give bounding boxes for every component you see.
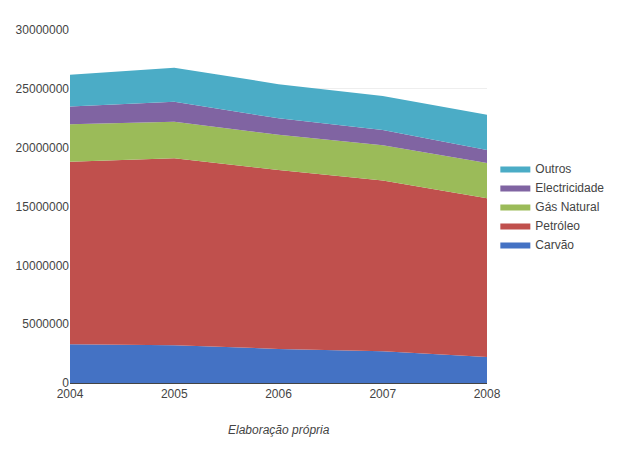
svg-text:Outros: Outros [535, 162, 571, 176]
svg-text:30000000: 30000000 [16, 23, 70, 37]
svg-text:5000000: 5000000 [22, 317, 69, 331]
svg-text:2005: 2005 [161, 387, 188, 401]
svg-text:Elaboração própria: Elaboração própria [228, 423, 330, 437]
svg-text:2006: 2006 [265, 387, 292, 401]
svg-text:Carvão: Carvão [535, 238, 574, 252]
svg-text:2008: 2008 [474, 387, 501, 401]
svg-text:15000000: 15000000 [16, 200, 70, 214]
svg-text:Petróleo: Petróleo [535, 219, 580, 233]
svg-text:20000000: 20000000 [16, 141, 70, 155]
svg-text:0: 0 [62, 376, 69, 390]
svg-text:25000000: 25000000 [16, 82, 70, 96]
svg-text:2007: 2007 [369, 387, 396, 401]
svg-text:Gás Natural: Gás Natural [535, 200, 599, 214]
svg-text:10000000: 10000000 [16, 259, 70, 273]
svg-text:2004: 2004 [57, 387, 84, 401]
svg-text:Electricidade: Electricidade [535, 181, 604, 195]
